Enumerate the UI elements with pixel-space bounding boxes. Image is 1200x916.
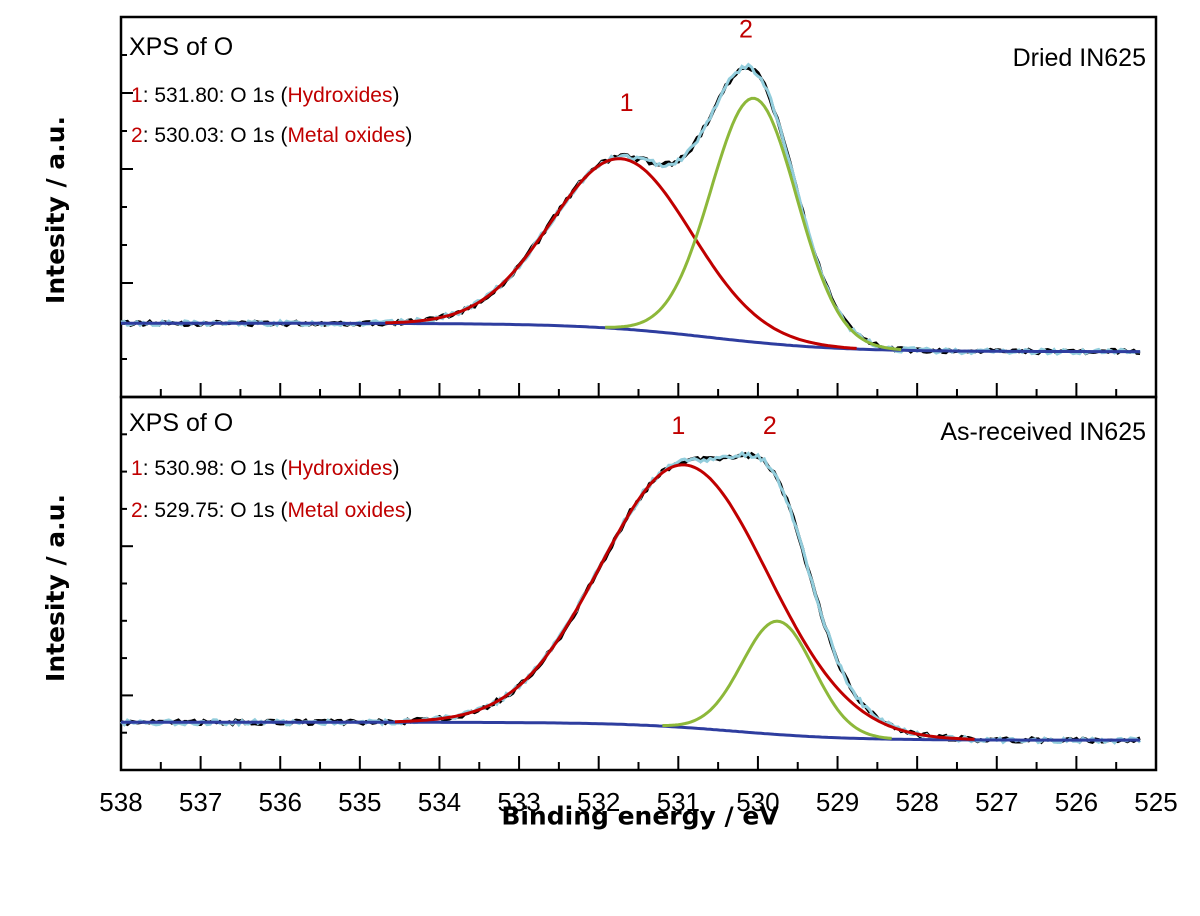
- fit-envelope-curve: [119, 450, 1142, 745]
- legend-species: Metal oxides: [287, 124, 405, 147]
- legend-separator: :: [143, 499, 155, 522]
- x-tick-label: 535: [338, 787, 381, 817]
- legend-separator: :: [143, 84, 155, 107]
- legend-species: Metal oxides: [287, 499, 405, 522]
- legend-text: 531.80: O 1s (: [154, 84, 287, 107]
- legend-number: 1: [131, 457, 143, 480]
- top-legend-entry-2: 2: 530.03: O 1s (Metal oxides): [131, 124, 412, 147]
- x-axis-title: Binding energy / eV: [501, 801, 779, 830]
- raw-data-curve: [120, 451, 1141, 745]
- x-tick-label: 529: [816, 787, 859, 817]
- x-tick-label: 534: [418, 787, 461, 817]
- peak-mark-2: 2: [739, 15, 753, 43]
- legend-text: 529.75: O 1s (: [154, 499, 287, 522]
- top-legend-entry-1: 1: 531.80: O 1s (Hydroxides): [131, 84, 399, 107]
- x-tick-label: 537: [179, 787, 222, 817]
- top-panel-title: XPS of O: [129, 33, 233, 61]
- top-sample-label: Dried IN625: [1013, 44, 1146, 72]
- peak-2-curve: [605, 96, 902, 352]
- peak-number-marks: 1 2 1 2: [620, 15, 777, 439]
- x-tick-label: 531: [657, 787, 700, 817]
- bottom-legend-entry-2: 2: 529.75: O 1s (Metal oxides): [131, 499, 412, 522]
- legend-species: Hydroxides: [287, 457, 392, 480]
- x-tick-label: 530: [736, 787, 779, 817]
- bottom-sample-label: As-received IN625: [940, 418, 1146, 446]
- legend-text: 530.98: O 1s (: [154, 457, 287, 480]
- legend-number: 1: [131, 84, 143, 107]
- legend-close: ): [405, 124, 412, 147]
- bottom-panel-title: XPS of O: [129, 409, 233, 437]
- x-tick-label: 533: [497, 787, 540, 817]
- legend-separator: :: [143, 124, 155, 147]
- x-tick-label: 536: [259, 787, 302, 817]
- plot-curves: [119, 62, 1142, 745]
- legend-text: 530.03: O 1s (: [154, 124, 287, 147]
- legend-separator: :: [143, 457, 155, 480]
- x-tick-label: 538: [99, 787, 142, 817]
- x-tick-label: 525: [1134, 787, 1177, 817]
- peak-2-curve: [662, 619, 892, 740]
- legend-species: Hydroxides: [287, 84, 392, 107]
- peak-mark-2: 2: [763, 412, 777, 440]
- legend-number: 2: [131, 124, 143, 147]
- legend-close: ): [392, 457, 399, 480]
- bottom-panel-frame: [119, 395, 1158, 772]
- bottom-legend-entry-1: 1: 530.98: O 1s (Hydroxides): [131, 457, 399, 480]
- peak-1-curve: [385, 157, 857, 350]
- axis-ticks: [120, 54, 1157, 770]
- legend-close: ): [405, 499, 412, 522]
- bottom-y-axis-title: Intesity / a.u.: [41, 494, 70, 682]
- x-tick-label: 526: [1055, 787, 1098, 817]
- peak-mark-1: 1: [671, 412, 685, 440]
- x-tick-label: 532: [577, 787, 620, 817]
- top-y-axis-title: Intesity / a.u.: [41, 116, 70, 304]
- x-tick-label: 528: [895, 787, 938, 817]
- background-curve: [121, 321, 1141, 354]
- x-tick-label: 527: [975, 787, 1018, 817]
- top-panel-frame: [119, 15, 1158, 399]
- peak-mark-1: 1: [620, 89, 634, 117]
- x-tick-labels: 538 537 536 535 534 533 532 531 530 529 …: [99, 787, 1177, 817]
- legend-number: 2: [131, 499, 143, 522]
- legend-close: ): [392, 84, 399, 107]
- peak-1-curve: [394, 463, 975, 741]
